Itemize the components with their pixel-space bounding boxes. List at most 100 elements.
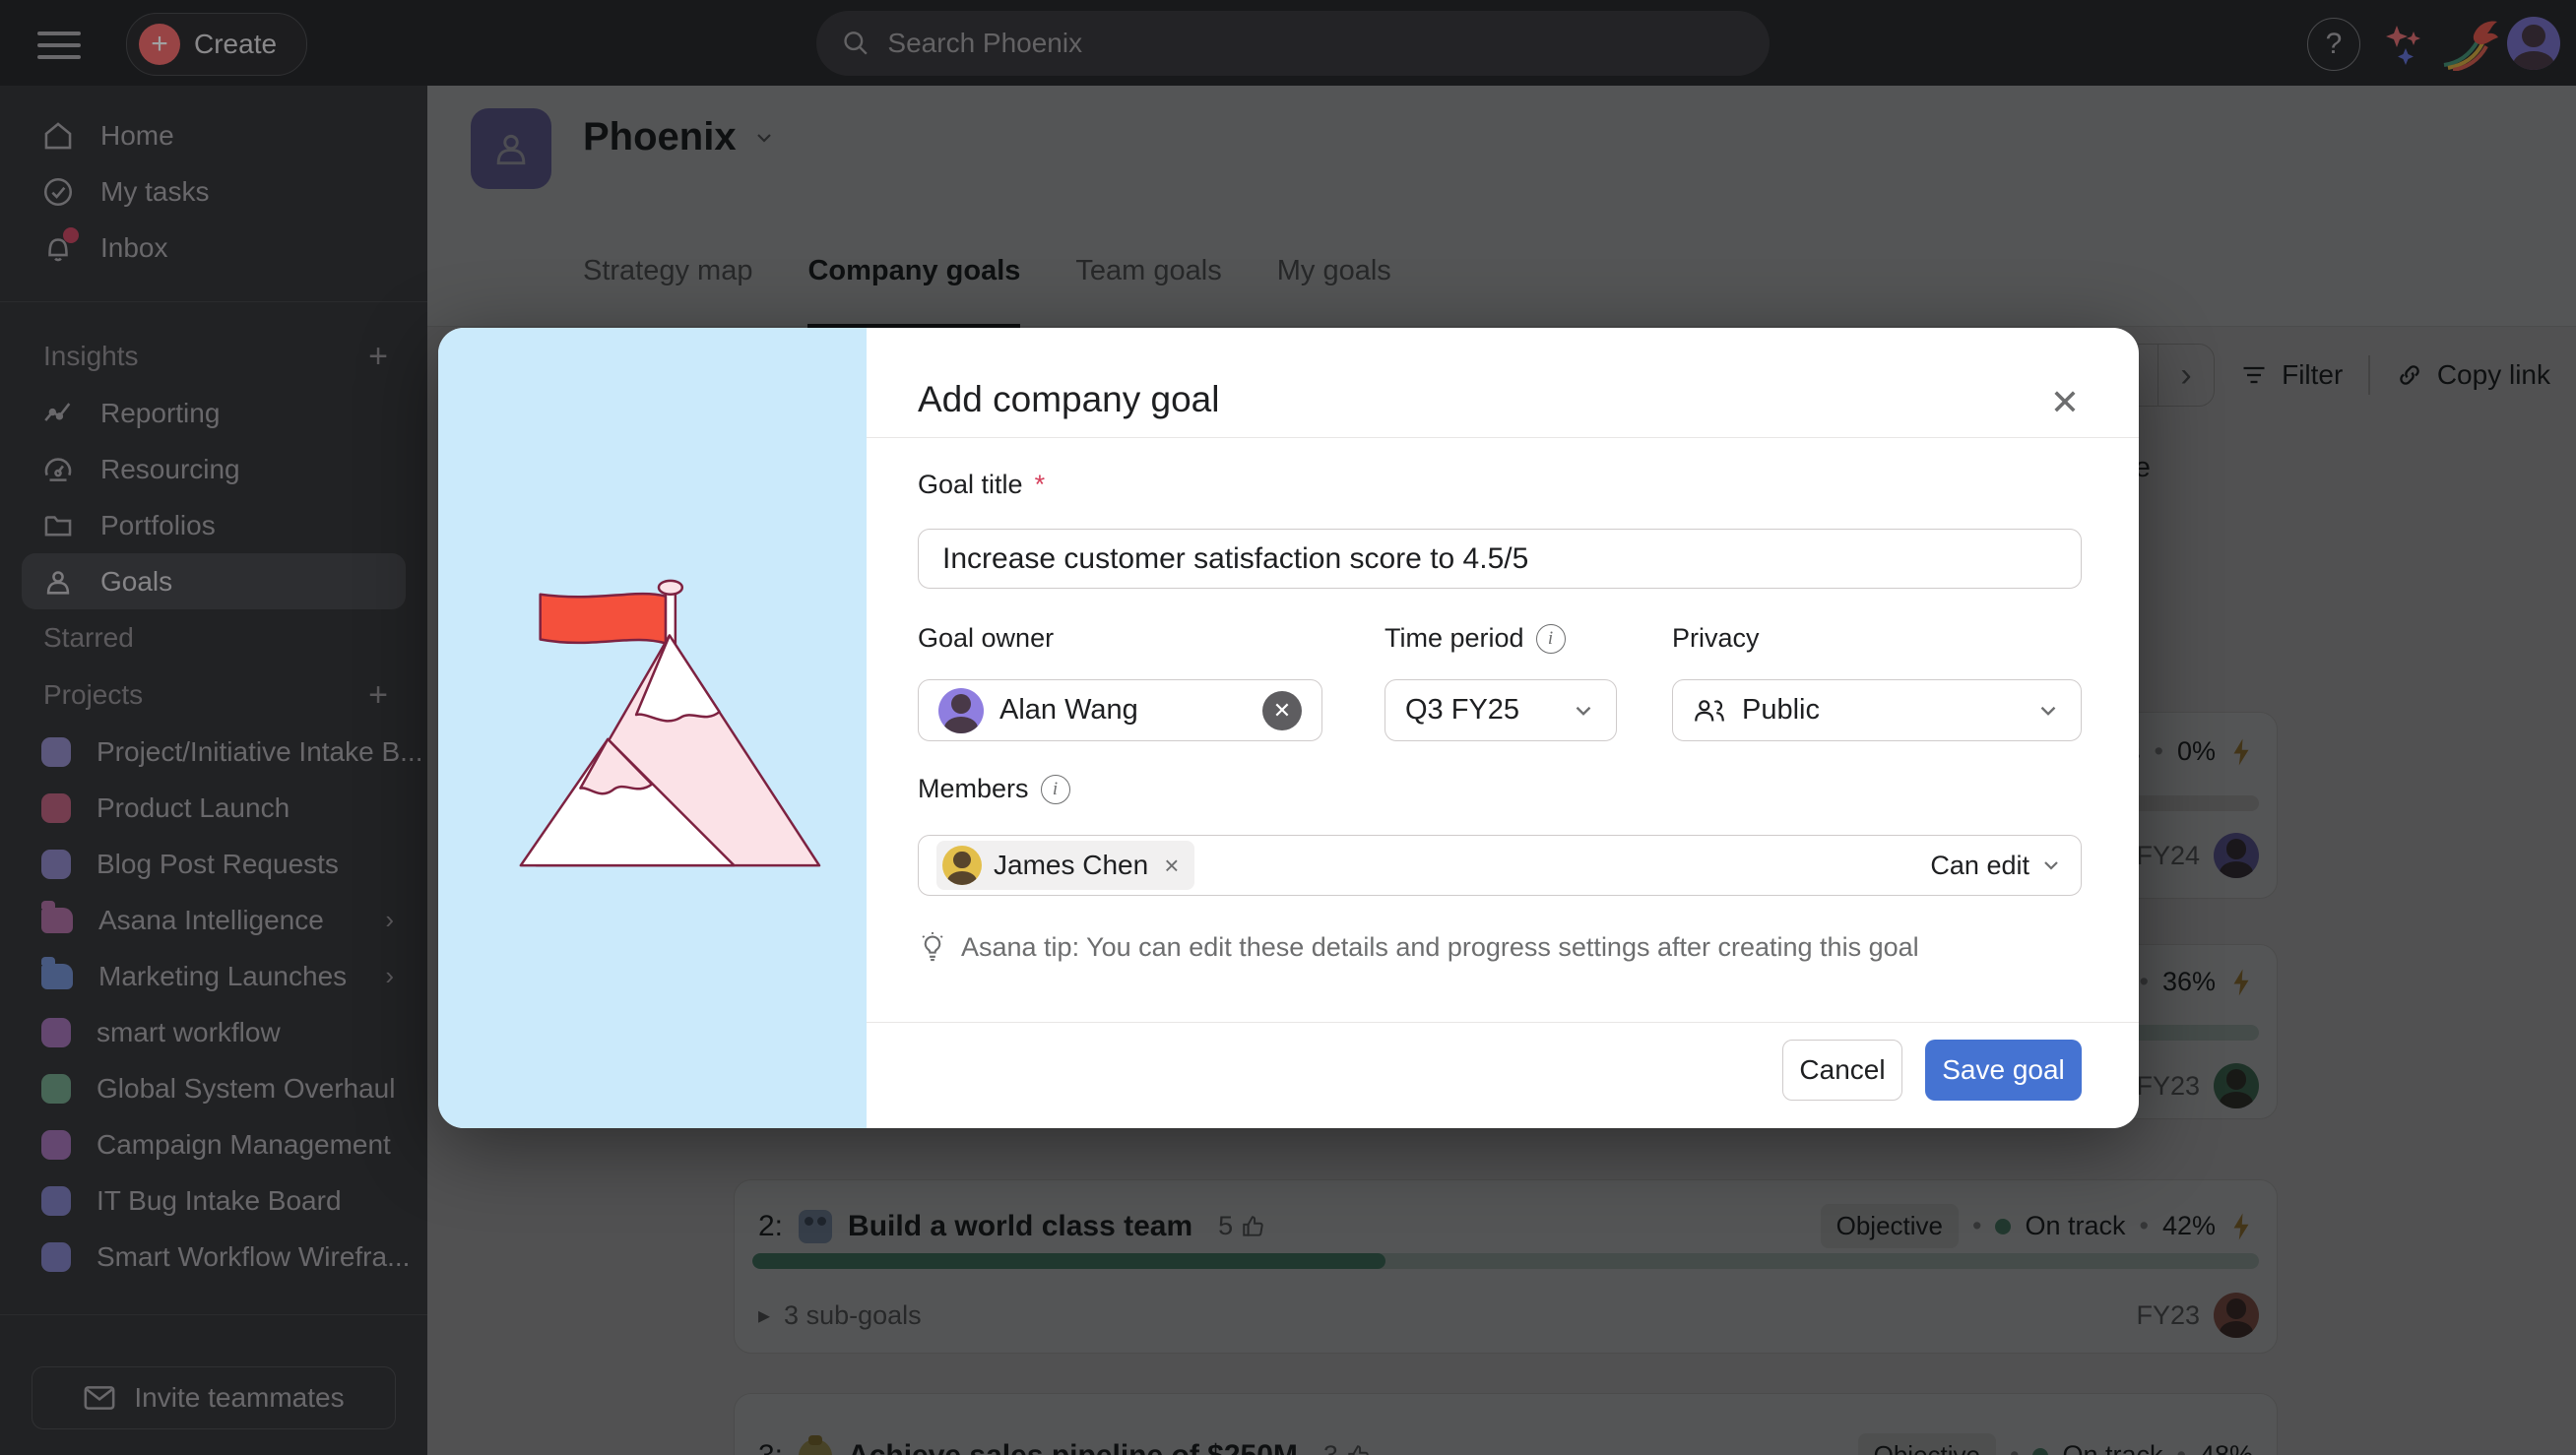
create-button-label: Create <box>194 29 278 59</box>
team-avatar[interactable] <box>471 108 551 189</box>
create-button[interactable]: + Create <box>126 13 308 76</box>
privacy-dropdown[interactable]: Public <box>1672 679 2082 741</box>
goal-row[interactable]: 2: Build a world class team 5 Objective … <box>734 1179 2278 1354</box>
filter-icon <box>2243 366 2265 384</box>
owner-avatar[interactable] <box>2214 833 2259 878</box>
goal-title[interactable]: Achieve sales pipeline of $250M <box>848 1438 1298 1455</box>
clear-owner-icon[interactable]: ✕ <box>1262 690 1302 730</box>
section-title: Insights <box>43 341 139 371</box>
sidebar-item-reporting[interactable]: Reporting <box>0 385 427 441</box>
sidebar-item-resourcing[interactable]: Resourcing <box>0 441 427 497</box>
project-color-square <box>41 1241 71 1272</box>
cancel-button[interactable]: Cancel <box>1782 1040 1902 1101</box>
tab-company-goals[interactable]: Company goals <box>807 241 1021 328</box>
chevron-right-icon[interactable]: › <box>385 961 394 990</box>
info-icon[interactable]: i <box>1535 623 1566 654</box>
search-bar[interactable] <box>816 11 1770 76</box>
tab-strategy-map[interactable]: Strategy map <box>583 255 753 286</box>
permission-dropdown[interactable]: Can edit <box>1930 851 2063 881</box>
close-icon[interactable]: ✕ <box>2049 382 2081 422</box>
goal-row-title: 2: Build a world class team 5 Objective … <box>758 1204 2253 1248</box>
label-text: Goal title <box>918 470 1023 499</box>
goal-title-input[interactable] <box>918 529 2082 589</box>
time-period-dropdown[interactable]: Q3 FY25 <box>1385 679 1617 741</box>
likes[interactable]: 3 <box>1323 1440 1372 1455</box>
envelope-icon <box>84 1386 115 1410</box>
goal-title[interactable]: Build a world class team <box>848 1209 1193 1242</box>
owner-name: Alan Wang <box>999 694 1138 726</box>
sidebar-project-smart-workflow[interactable]: smart workflow <box>0 1004 427 1060</box>
goal-owner-field[interactable]: Alan Wang ✕ <box>918 679 1322 741</box>
sidebar-item-label: Goals <box>100 565 173 597</box>
likes[interactable]: 5 <box>1218 1211 1266 1241</box>
filter-button[interactable]: Filter <box>2240 359 2343 391</box>
sidebar-section-projects: Projects + <box>0 666 427 724</box>
remove-member-icon[interactable]: × <box>1164 850 1180 880</box>
sidebar-project-marketing-launches[interactable]: Marketing Launches › <box>0 948 427 1004</box>
sidebar-project-global-system-overhaul[interactable]: Global System Overhaul <box>0 1060 427 1116</box>
sidebar-project-asana-intelligence[interactable]: Asana Intelligence › <box>0 892 427 948</box>
sidebar-project-smart-workflow-wireframes[interactable]: Smart Workflow Wirefra... <box>0 1229 427 1285</box>
add-project-button[interactable]: + <box>368 675 388 714</box>
sidebar-section-starred: Starred <box>0 609 427 666</box>
project-color-square <box>41 849 71 879</box>
owner-avatar[interactable] <box>2214 1063 2259 1108</box>
team-name-label: Phoenix <box>583 115 737 158</box>
tab-my-goals[interactable]: My goals <box>1276 255 1391 286</box>
add-insight-button[interactable]: + <box>368 337 388 375</box>
sidebar-item-my-tasks[interactable]: My tasks <box>0 163 427 220</box>
sidebar-item-label: Home <box>100 119 174 151</box>
chevron-right-icon[interactable]: › <box>385 905 394 934</box>
sidebar-project-product-launch[interactable]: Product Launch <box>0 780 427 836</box>
mountain-flag-illustration <box>519 579 821 867</box>
project-color-square <box>41 1129 71 1160</box>
sidebar-item-goals[interactable]: Goals <box>22 553 406 609</box>
sidebar-section-insights: Insights + <box>0 328 427 385</box>
goal-title-label: Goal title * <box>918 470 1045 500</box>
subgoals-label[interactable]: 3 sub-goals <box>784 1299 922 1330</box>
members-field[interactable]: James Chen × Can edit <box>918 835 2082 896</box>
chevron-down-icon <box>1576 706 1591 716</box>
sidebar-item-portfolios[interactable]: Portfolios <box>0 497 427 553</box>
project-label: smart workflow <box>97 1016 281 1047</box>
search-icon <box>844 32 868 55</box>
hamburger-menu-icon[interactable] <box>37 24 81 61</box>
sidebar-project-campaign-management[interactable]: Campaign Management <box>0 1116 427 1172</box>
members-label: Members i <box>918 774 1070 804</box>
check-circle-icon <box>43 177 73 206</box>
project-label: Product Launch <box>97 791 290 823</box>
goal-row[interactable]: 3: Achieve sales pipeline of $250M 3 Obj… <box>734 1393 2278 1455</box>
help-button[interactable]: ? <box>2307 18 2360 71</box>
tab-bar: Strategy map Company goals Team goals My… <box>583 241 1391 328</box>
label-text: Goal owner <box>918 623 1055 653</box>
next-period-button[interactable]: › <box>2180 355 2192 394</box>
info-icon[interactable]: i <box>1040 774 1070 804</box>
phoenix-logo[interactable] <box>2440 16 2499 71</box>
copy-link-button[interactable]: Copy link <box>2396 359 2550 391</box>
owner-avatar[interactable] <box>2214 1293 2259 1338</box>
member-chip[interactable]: James Chen × <box>936 841 1195 890</box>
bolt-icon <box>2233 1213 2249 1239</box>
tab-team-goals[interactable]: Team goals <box>1075 255 1222 286</box>
user-avatar[interactable] <box>2507 17 2560 70</box>
invite-teammates-button[interactable]: Invite teammates <box>32 1366 396 1429</box>
sidebar-project-blog-posts[interactable]: Blog Post Requests <box>0 836 427 892</box>
expand-caret-icon[interactable]: ▸ <box>758 1301 771 1329</box>
goal-percent: 0% <box>2176 736 2216 766</box>
goal-illustration-panel <box>438 328 867 1128</box>
sidebar-project-it-bug-intake[interactable]: IT Bug Intake Board <box>0 1172 427 1229</box>
project-label: Blog Post Requests <box>97 848 339 879</box>
save-goal-button[interactable]: Save goal <box>1925 1040 2082 1101</box>
sidebar-item-inbox[interactable]: Inbox <box>0 220 427 276</box>
bolt-icon <box>2233 969 2249 995</box>
sidebar-project-intake[interactable]: Project/Initiative Intake B... <box>0 724 427 780</box>
search-input[interactable] <box>885 27 1744 60</box>
project-color-square <box>41 1017 71 1047</box>
goals-icon <box>46 570 70 595</box>
ai-sparkles-icon[interactable] <box>2381 22 2426 67</box>
sidebar-divider <box>0 301 427 302</box>
goal-percent: 42% <box>2161 1211 2216 1240</box>
page-title[interactable]: Phoenix <box>583 115 776 159</box>
sidebar-item-home[interactable]: Home <box>0 107 427 163</box>
required-asterisk: * <box>1034 470 1046 499</box>
